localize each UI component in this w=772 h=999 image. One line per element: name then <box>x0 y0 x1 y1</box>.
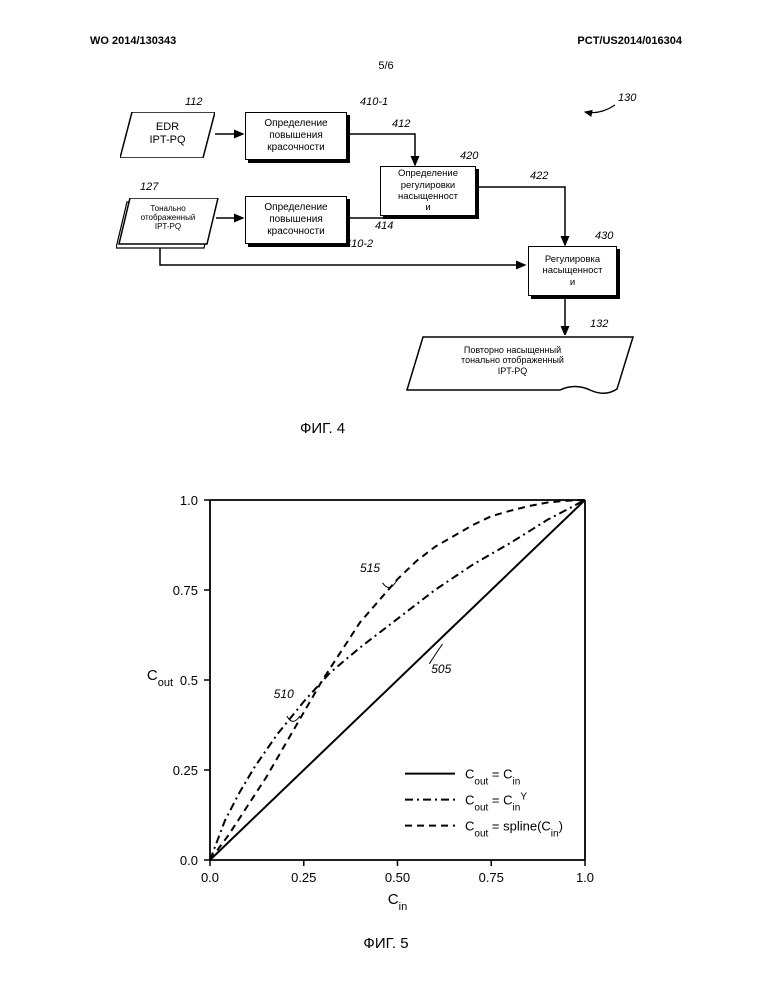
svg-text:515: 515 <box>360 561 380 575</box>
ref-430: 430 <box>595 230 613 242</box>
node-output: Повторно насыщенный тонально отображенны… <box>405 335 635 395</box>
chart-svg: 0.0 0.25 0.50 0.75 1.0 0.0 0.25 0.5 0.75 1.0 Cin Co… <box>140 480 620 910</box>
svg-text:0.50: 0.50 <box>385 870 410 885</box>
page-number: 5/6 <box>378 60 393 72</box>
node-sat-adjust: Регулировка насыщенност и <box>528 246 617 296</box>
svg-text:Cout = Cin: Cout = Cin <box>465 767 520 788</box>
svg-text:0.5: 0.5 <box>180 673 198 688</box>
svg-text:505: 505 <box>431 662 451 676</box>
node-input-tonal: Тонально отображенный IPT-PQ <box>116 198 216 244</box>
header-right: PCT/US2014/016304 <box>577 35 682 47</box>
node-chroma-1-label: Определение повышения красочности <box>264 118 327 154</box>
svg-text:Cout: Cout <box>147 667 173 689</box>
page: WO 2014/130343 PCT/US2014/016304 5/6 <box>0 0 772 999</box>
svg-text:0.75: 0.75 <box>479 870 504 885</box>
node-sat-det: Определение регулировки насыщенност и <box>380 166 476 216</box>
node-chroma-2-label: Определение повышения красочности <box>264 202 327 238</box>
ref-412: 412 <box>392 118 410 130</box>
node-input-edr-label: EDR IPT-PQ <box>120 121 215 146</box>
node-chroma-2: Определение повышения красочности <box>245 196 347 244</box>
svg-text:510: 510 <box>274 687 294 701</box>
node-sat-det-label: Определение регулировки насыщенност и <box>398 168 458 214</box>
svg-text:0.0: 0.0 <box>201 870 219 885</box>
svg-text:Cin: Cin <box>388 891 407 910</box>
svg-text:1.0: 1.0 <box>180 493 198 508</box>
node-input-edr: EDR IPT-PQ <box>120 112 215 158</box>
figure-4-caption: ФИГ. 4 <box>300 420 345 437</box>
node-sat-adjust-label: Регулировка насыщенност и <box>543 254 603 288</box>
figure-5-caption: ФИГ. 5 <box>363 935 408 952</box>
ref-410-1: 410-1 <box>360 96 388 108</box>
svg-text:Cout = CinY: Cout = CinY <box>465 791 527 813</box>
ref-130: 130 <box>618 92 636 104</box>
ref-420: 420 <box>460 150 478 162</box>
ref-127: 127 <box>140 181 158 193</box>
figure-5-chart: 0.0 0.25 0.50 0.75 1.0 0.0 0.25 0.5 0.75 1.0 Cin Co… <box>140 480 620 910</box>
svg-text:0.25: 0.25 <box>173 763 198 778</box>
ref-132: 132 <box>590 318 608 330</box>
figure-4-flowchart: 130 EDR IPT-PQ 112 Тонально отображенный… <box>110 90 670 430</box>
node-chroma-1: Определение повышения красочности <box>245 112 347 160</box>
ref-422: 422 <box>530 170 548 182</box>
svg-text:1.0: 1.0 <box>576 870 594 885</box>
header-left: WO 2014/130343 <box>90 35 176 47</box>
node-output-label: Повторно насыщенный тонально отображенны… <box>405 345 620 376</box>
ref-410-2: 410-2 <box>345 238 373 250</box>
svg-text:Cout = spline(Cin): Cout = spline(Cin) <box>465 819 563 840</box>
svg-text:0.25: 0.25 <box>291 870 316 885</box>
svg-text:0.75: 0.75 <box>173 583 198 598</box>
ref-414: 414 <box>375 220 393 232</box>
ref-112: 112 <box>185 96 203 108</box>
node-input-tonal-label: Тонально отображенный IPT-PQ <box>122 204 214 232</box>
svg-text:0.0: 0.0 <box>180 853 198 868</box>
